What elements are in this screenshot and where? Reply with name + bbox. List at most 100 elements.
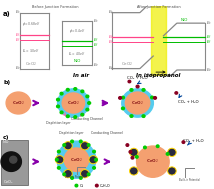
Circle shape <box>64 142 72 150</box>
Text: C₃H₈O: C₃H₈O <box>100 184 110 187</box>
Circle shape <box>66 115 69 118</box>
Circle shape <box>131 156 134 159</box>
Circle shape <box>74 116 77 118</box>
Text: Depletion layer: Depletion layer <box>59 131 84 135</box>
Text: Depletion layer: Depletion layer <box>46 121 70 125</box>
Circle shape <box>182 141 185 143</box>
Text: CeO$_2$: CeO$_2$ <box>146 158 159 165</box>
Text: a): a) <box>3 11 10 17</box>
Circle shape <box>57 105 59 108</box>
Circle shape <box>86 95 89 98</box>
Text: CO₂ + H₂O: CO₂ + H₂O <box>183 139 204 143</box>
Text: $\phi=0.4eV$: $\phi=0.4eV$ <box>69 27 85 35</box>
Circle shape <box>175 92 178 94</box>
Circle shape <box>64 148 89 171</box>
Text: Built-in Potential: Built-in Potential <box>65 175 86 179</box>
Text: Conducting Channel: Conducting Channel <box>71 117 103 121</box>
Text: $E_f$: $E_f$ <box>206 38 212 46</box>
Circle shape <box>137 146 169 177</box>
Text: $E_f$: $E_f$ <box>108 38 114 46</box>
Circle shape <box>130 115 133 117</box>
Circle shape <box>86 108 89 111</box>
Bar <box>151 6 166 76</box>
Text: $E_f$: $E_f$ <box>93 37 99 44</box>
Circle shape <box>136 85 139 88</box>
Circle shape <box>125 92 150 114</box>
Text: $E_v$: $E_v$ <box>93 61 100 69</box>
Circle shape <box>80 170 89 178</box>
Circle shape <box>142 115 145 117</box>
Circle shape <box>119 97 122 99</box>
Text: $E_f$: $E_f$ <box>15 36 21 44</box>
Text: $E_g=4.0eV$: $E_g=4.0eV$ <box>68 50 86 57</box>
Circle shape <box>79 140 82 143</box>
Circle shape <box>144 146 146 149</box>
Text: c): c) <box>3 135 10 140</box>
Text: $E_f$: $E_f$ <box>15 31 21 39</box>
Circle shape <box>93 150 95 153</box>
Text: NiO: NiO <box>3 140 9 144</box>
Circle shape <box>79 177 82 179</box>
Text: $E_c$: $E_c$ <box>108 9 114 16</box>
Circle shape <box>126 144 129 146</box>
Text: Before Junction Formation: Before Junction Formation <box>32 5 79 9</box>
Circle shape <box>57 141 96 178</box>
Text: CeO$_2$: CeO$_2$ <box>25 60 37 68</box>
Circle shape <box>93 167 95 169</box>
Circle shape <box>129 167 138 175</box>
Text: $E_c$: $E_c$ <box>93 17 100 25</box>
Circle shape <box>151 96 154 99</box>
Circle shape <box>166 153 169 155</box>
Circle shape <box>128 80 131 83</box>
Circle shape <box>64 170 72 178</box>
Text: $\phi=0.68eV$: $\phi=0.68eV$ <box>22 20 40 28</box>
Circle shape <box>122 89 153 117</box>
Text: $E_c$: $E_c$ <box>206 19 212 27</box>
Circle shape <box>60 92 63 95</box>
Circle shape <box>122 107 124 110</box>
Text: Conducting Channel: Conducting Channel <box>91 131 123 135</box>
Circle shape <box>88 102 91 104</box>
Circle shape <box>66 88 69 91</box>
Circle shape <box>55 156 64 164</box>
Text: $E_g=3.0eV$: $E_g=3.0eV$ <box>22 47 40 54</box>
Text: Built-in Potential: Built-in Potential <box>179 178 200 182</box>
Circle shape <box>63 144 65 146</box>
Circle shape <box>74 88 77 90</box>
Text: $E_v$: $E_v$ <box>108 65 114 72</box>
Text: CeO$_2$: CeO$_2$ <box>121 60 134 68</box>
Text: NiO: NiO <box>73 59 81 63</box>
Circle shape <box>130 89 133 91</box>
Circle shape <box>10 156 17 163</box>
Circle shape <box>154 97 156 99</box>
Text: CeO$_2$: CeO$_2$ <box>131 99 144 107</box>
Circle shape <box>168 148 176 156</box>
Text: CeO$_2$: CeO$_2$ <box>12 99 25 107</box>
Text: CO₂ + H₂O: CO₂ + H₂O <box>178 100 199 104</box>
Text: $E_f$: $E_f$ <box>206 33 212 41</box>
Circle shape <box>71 177 73 179</box>
Text: In air: In air <box>73 74 90 78</box>
Circle shape <box>122 96 124 99</box>
Circle shape <box>129 151 132 153</box>
Circle shape <box>168 167 176 175</box>
Circle shape <box>89 156 98 164</box>
Circle shape <box>95 184 98 187</box>
Text: Built-in Potential: Built-in Potential <box>147 73 170 77</box>
Text: NiO: NiO <box>180 18 188 22</box>
Circle shape <box>95 158 97 161</box>
Circle shape <box>75 184 78 187</box>
Circle shape <box>60 111 63 114</box>
Circle shape <box>56 158 58 161</box>
Circle shape <box>87 144 90 146</box>
Circle shape <box>71 140 73 143</box>
Circle shape <box>58 89 89 117</box>
Circle shape <box>57 98 59 101</box>
Circle shape <box>62 93 85 113</box>
Text: CeO$_2$: CeO$_2$ <box>67 99 80 107</box>
Circle shape <box>1 152 21 171</box>
Circle shape <box>81 113 84 116</box>
Text: $E_f$: $E_f$ <box>93 42 99 49</box>
Circle shape <box>87 173 90 176</box>
Text: $E_v$: $E_v$ <box>206 66 212 74</box>
